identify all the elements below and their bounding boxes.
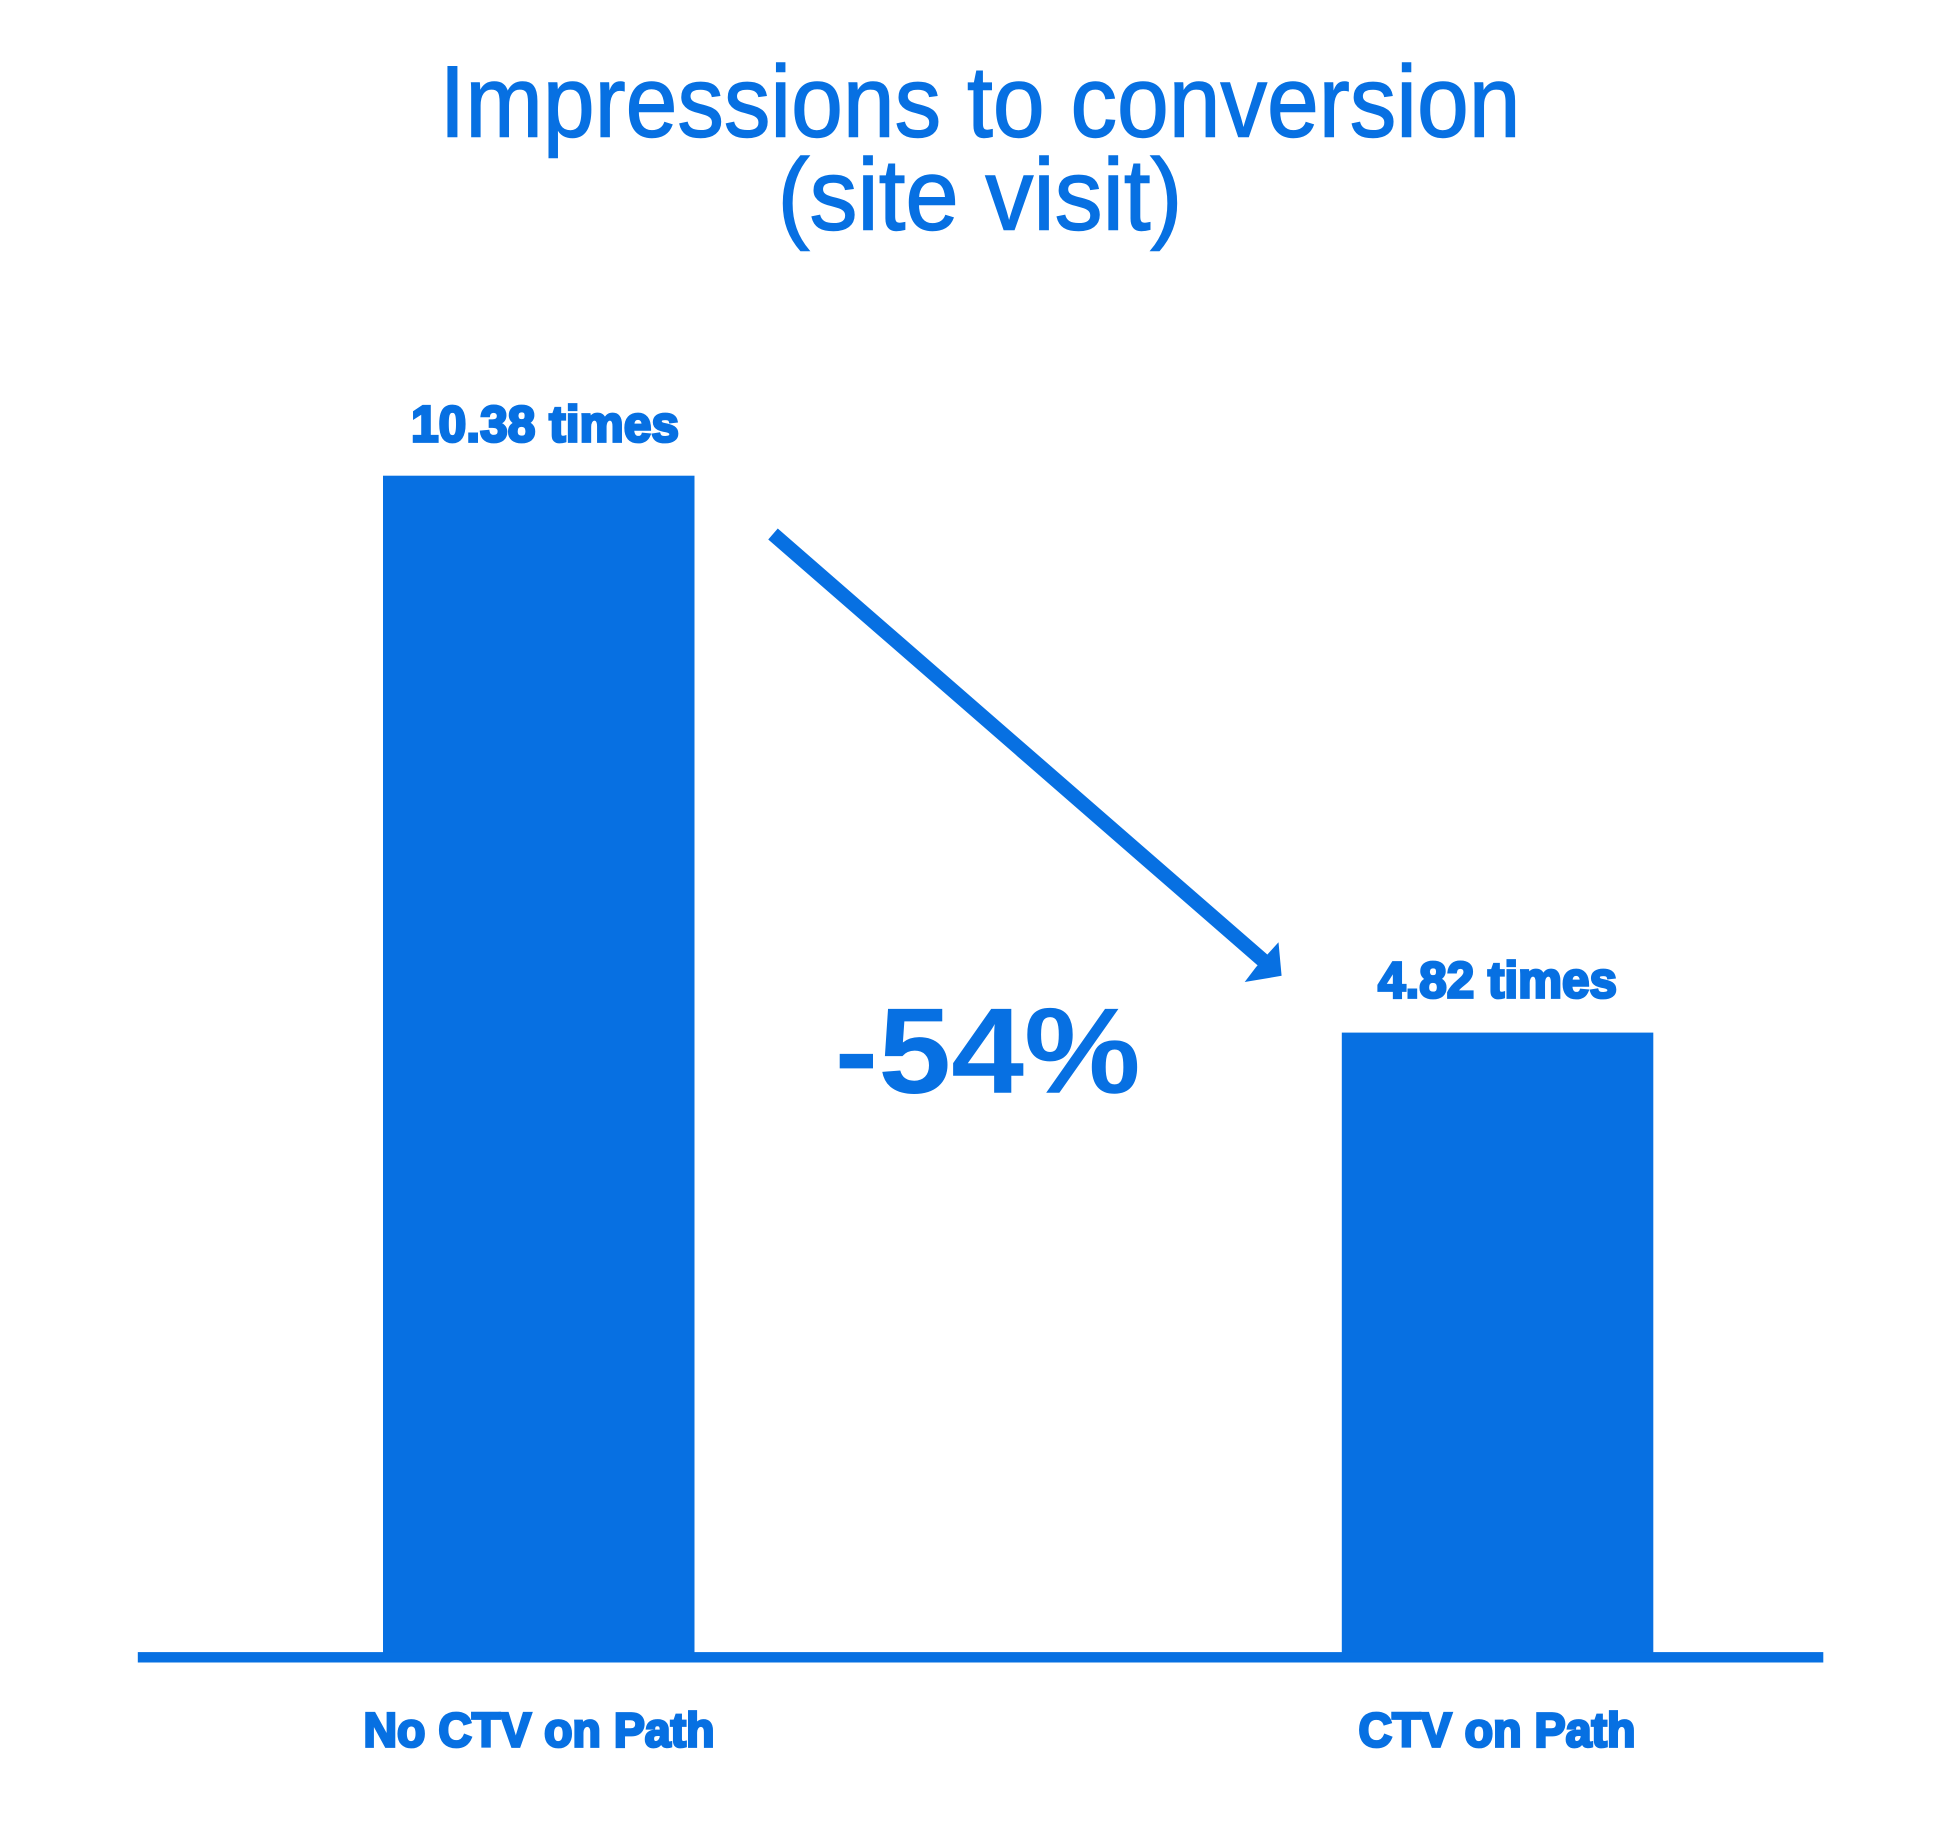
- svg-text:10.38 times: 10.38 times: [411, 395, 679, 452]
- svg-text:-54%: -54%: [835, 983, 1141, 1119]
- svg-text:(site visit): (site visit): [778, 140, 1183, 252]
- svg-text:CTV on Path: CTV on Path: [1359, 1705, 1636, 1758]
- svg-text:Impressions to conversion: Impressions to conversion: [440, 47, 1521, 159]
- svg-text:No CTV on Path: No CTV on Path: [364, 1705, 715, 1758]
- svg-text:4.82 times: 4.82 times: [1378, 952, 1617, 1009]
